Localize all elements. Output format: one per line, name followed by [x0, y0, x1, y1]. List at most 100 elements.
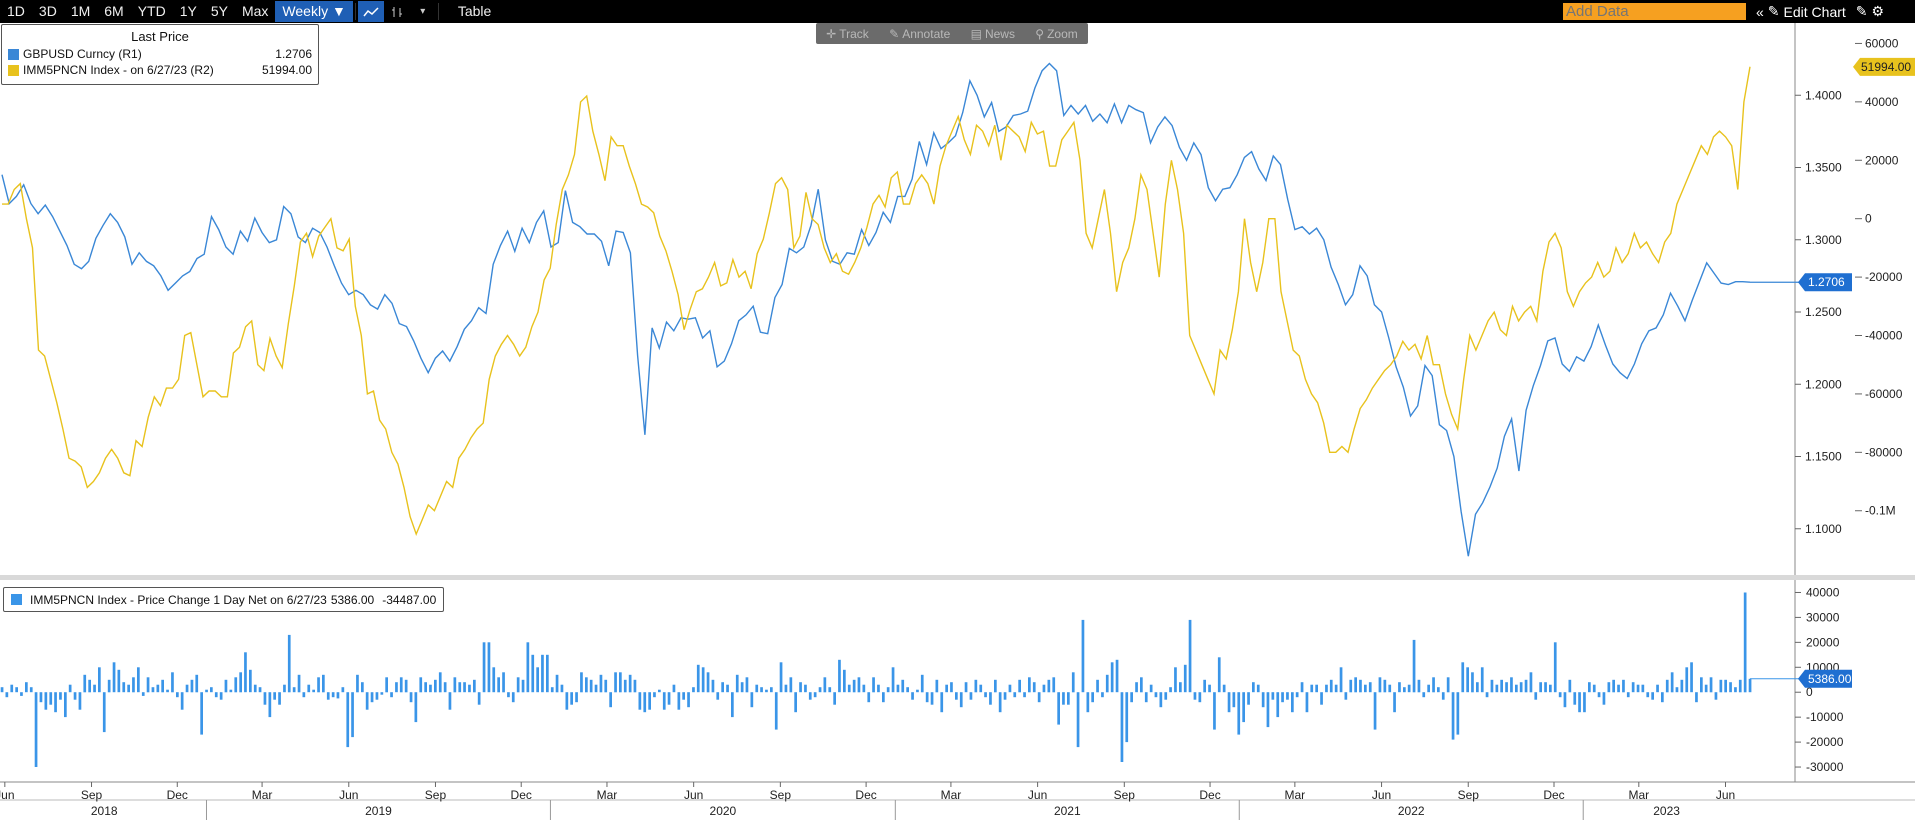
- r1-tick-label: 1.3500: [1805, 161, 1842, 175]
- bar: [1456, 692, 1460, 735]
- add-data-input[interactable]: [1563, 3, 1746, 20]
- bar: [901, 679, 905, 693]
- bar: [1320, 692, 1323, 705]
- track-button[interactable]: ✛ Track: [826, 27, 869, 41]
- bar: [1188, 619, 1192, 693]
- bar: [297, 674, 301, 693]
- range-button-3d[interactable]: 3D: [38, 3, 57, 19]
- line-chart-icon[interactable]: [357, 1, 384, 22]
- bar: [1670, 672, 1674, 693]
- bar: [1617, 684, 1620, 693]
- bar: [1700, 677, 1703, 693]
- dropdown-icon[interactable]: ▾: [420, 6, 426, 17]
- chart-tools-overlay: ✛ Track ✎ Annotate ▤ News ⚲ Zoom: [816, 23, 1088, 44]
- pencil-icon[interactable]: ✎: [1767, 3, 1780, 19]
- range-button-6m[interactable]: 6M: [104, 3, 124, 19]
- collapse-icon[interactable]: «: [1756, 3, 1764, 20]
- bar: [234, 677, 238, 693]
- bar: [1510, 677, 1513, 693]
- x-tick-label: Jun: [1028, 788, 1047, 802]
- bar-chart-icon[interactable]: [384, 1, 410, 22]
- bar: [1164, 692, 1168, 700]
- zoom-label: Zoom: [1047, 26, 1078, 41]
- legend-swatch-imm: [8, 64, 19, 76]
- edit-chart-button[interactable]: Edit Chart: [1783, 3, 1846, 20]
- bar: [253, 684, 257, 693]
- bar: [1037, 692, 1041, 703]
- r1-tick-label: 1.2500: [1805, 305, 1842, 319]
- x-tick-label: Jun: [339, 788, 358, 802]
- bar: [643, 692, 647, 713]
- bar: [1003, 692, 1007, 700]
- bar: [843, 669, 846, 693]
- bar: [98, 667, 101, 693]
- range-button-max[interactable]: Max: [241, 3, 269, 19]
- bar: [322, 674, 325, 693]
- bar: [5, 692, 9, 698]
- year-label: 2023: [1653, 804, 1680, 818]
- bar: [1334, 684, 1338, 693]
- bar: [185, 684, 189, 693]
- bar: [920, 674, 924, 693]
- bar: [638, 692, 642, 710]
- bar: [1437, 687, 1440, 693]
- bar: [896, 684, 900, 693]
- range-button-1d[interactable]: 1D: [7, 3, 25, 19]
- range-button-5y[interactable]: 5Y: [210, 3, 228, 19]
- bar: [585, 677, 588, 693]
- legend-bottom: IMM5PNCN Index - Price Change 1 Day Net …: [3, 587, 445, 612]
- bar: [1042, 684, 1046, 693]
- bar: [984, 692, 987, 698]
- range-button-ytd[interactable]: YTD: [137, 3, 166, 19]
- bar: [1135, 682, 1138, 693]
- bar: [760, 687, 763, 693]
- bar: [1359, 679, 1362, 693]
- bar: [210, 687, 213, 693]
- bar: [555, 674, 559, 693]
- bar: [1407, 684, 1411, 693]
- legend-value-bars-1: 5386.00: [330, 592, 375, 607]
- x-tick-label: Dec: [511, 788, 532, 802]
- bar: [1495, 684, 1499, 693]
- bar: [88, 679, 91, 693]
- table-button[interactable]: Table: [457, 3, 492, 19]
- bar: [49, 692, 53, 705]
- bar: [292, 687, 296, 693]
- bar: [112, 662, 116, 693]
- range-button-1y[interactable]: 1Y: [179, 3, 197, 19]
- bar: [448, 692, 452, 710]
- r1-tick-label: 1.1000: [1805, 522, 1842, 536]
- period-dropdown[interactable]: Weekly ▼: [275, 1, 353, 22]
- x-tick-label: Sep: [81, 788, 103, 802]
- bar: [44, 692, 48, 710]
- bar: [872, 677, 875, 693]
- bar: [1232, 692, 1236, 708]
- edit-icon[interactable]: ✎: [1855, 3, 1868, 19]
- bar: [1183, 664, 1187, 693]
- bar: [307, 684, 311, 693]
- bar: [770, 687, 773, 693]
- bar: [531, 654, 535, 693]
- bar: [1198, 692, 1202, 703]
- bar: [511, 692, 515, 703]
- bar: [1140, 677, 1143, 693]
- bar: [1549, 684, 1552, 693]
- bar: [1403, 687, 1406, 693]
- bar: [687, 692, 690, 708]
- annotate-button[interactable]: ✎ Annotate: [889, 27, 950, 41]
- news-button[interactable]: ▤ News: [971, 27, 1015, 41]
- bar: [219, 692, 223, 700]
- range-button-1m[interactable]: 1M: [70, 3, 91, 19]
- bar: [473, 679, 476, 693]
- bar: [146, 677, 150, 693]
- bar: [1018, 679, 1021, 693]
- bar: [429, 684, 432, 693]
- bar: [487, 642, 491, 693]
- x-tick-label: Dec: [167, 788, 188, 802]
- series-line-gbpusd: [1, 62, 1751, 557]
- zoom-button[interactable]: ⚲ Zoom: [1035, 27, 1077, 41]
- settings-icon[interactable]: ⚙: [1871, 3, 1885, 19]
- bar: [1008, 684, 1012, 693]
- bar: [263, 692, 267, 705]
- bar: [137, 667, 140, 693]
